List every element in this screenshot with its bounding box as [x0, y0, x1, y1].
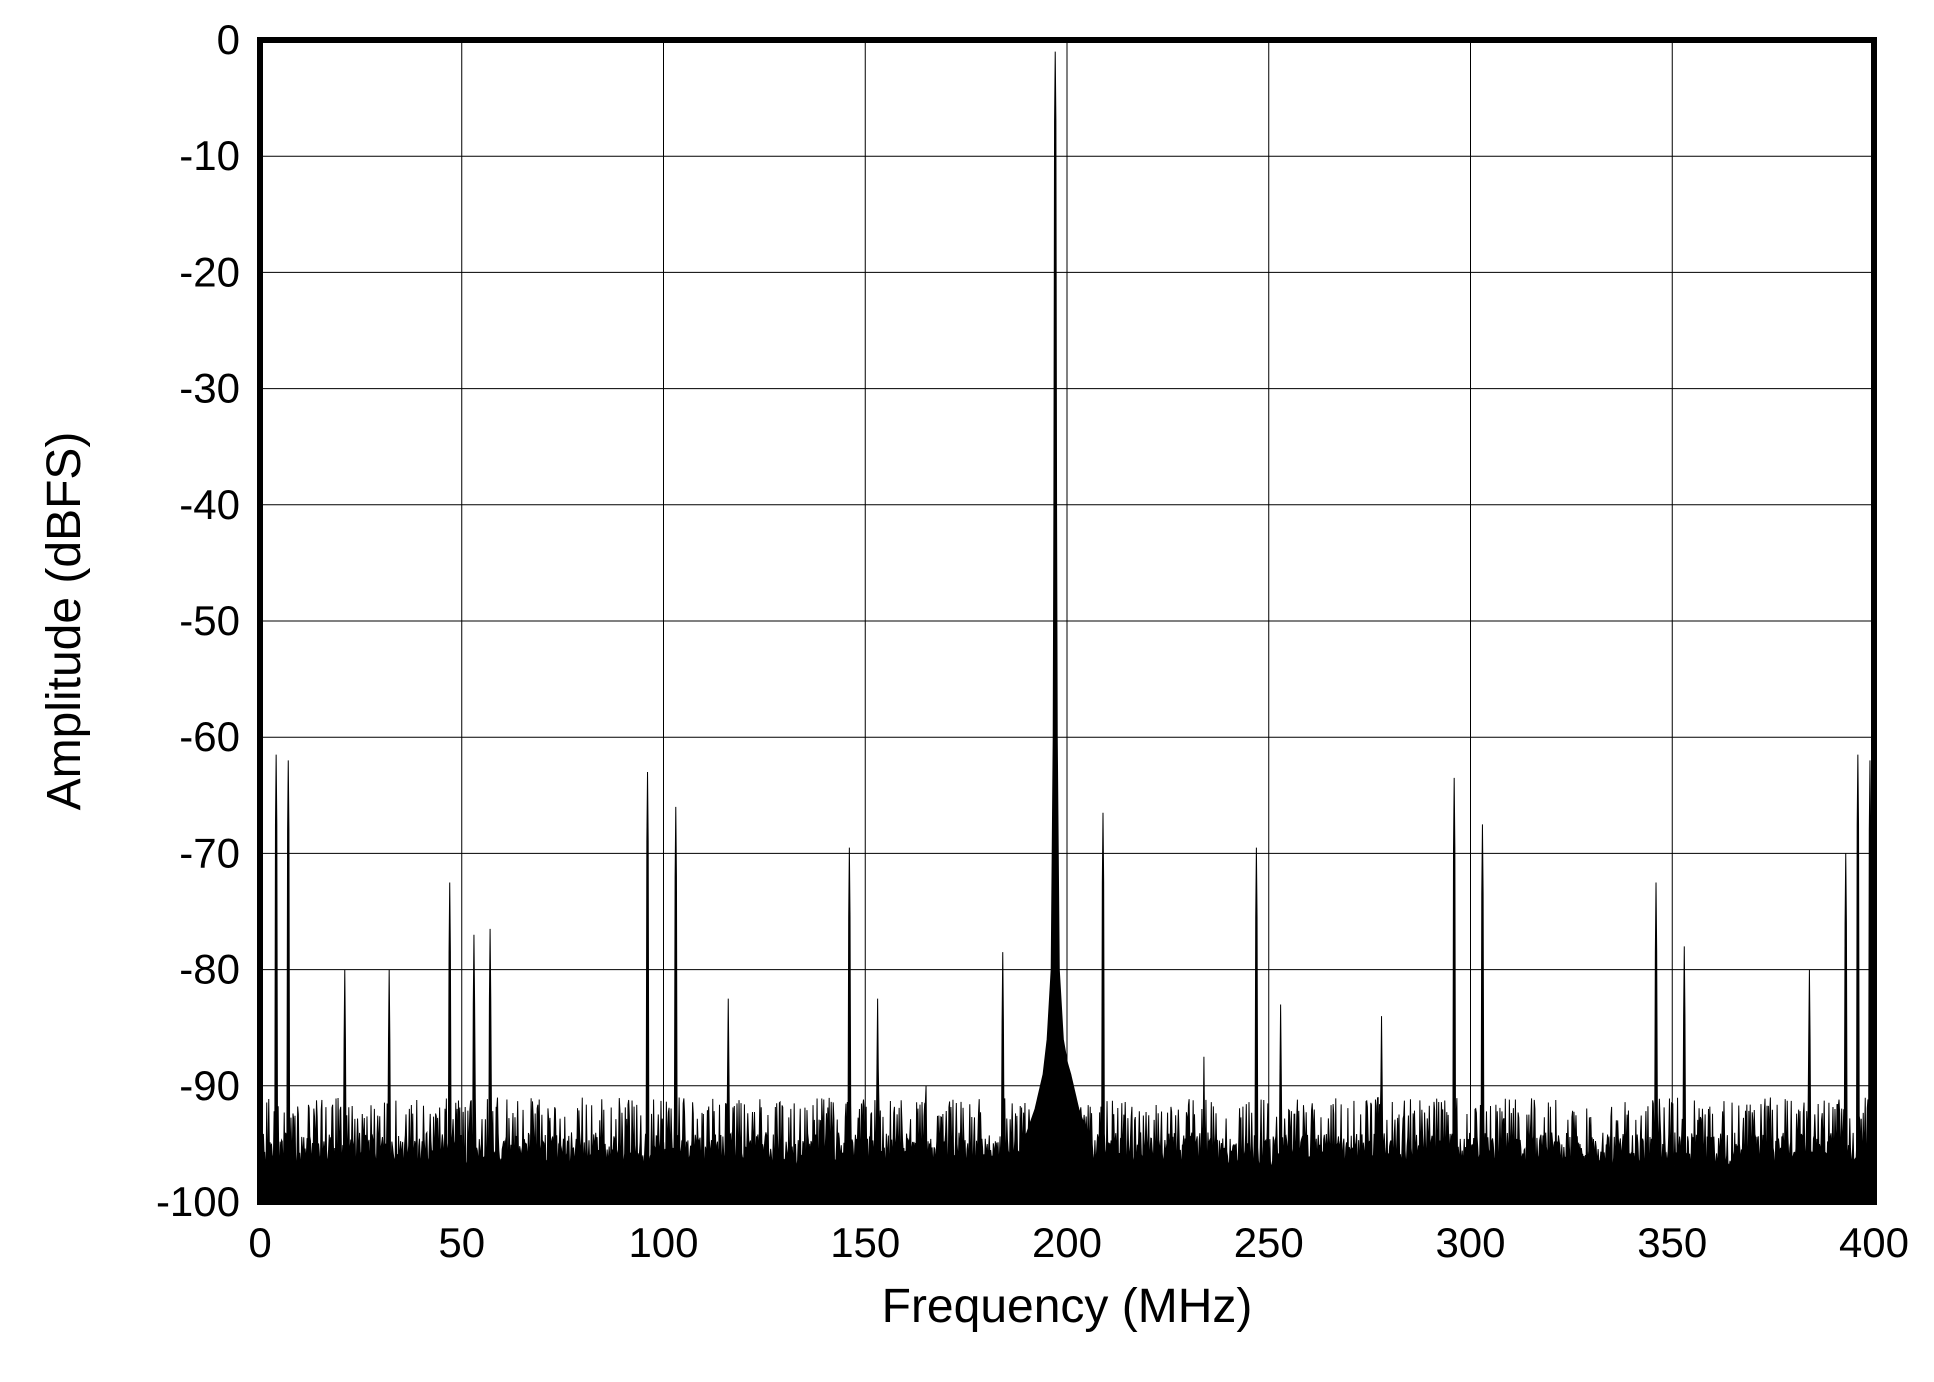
svg-text:50: 50 [438, 1219, 485, 1266]
svg-text:-80: -80 [179, 946, 240, 993]
chart-container: 0 50 100 150 200 250 300 350 400 0 -10 -20 -30 -40 -50… [0, 0, 1934, 1382]
svg-text:100: 100 [628, 1219, 698, 1266]
svg-text:-90: -90 [179, 1062, 240, 1109]
svg-text:400: 400 [1839, 1219, 1909, 1266]
svg-text:-10: -10 [179, 132, 240, 179]
fft-spectrum-chart: 0 50 100 150 200 250 300 350 400 0 -10 -20 -30 -40 -50… [0, 0, 1934, 1382]
svg-text:150: 150 [830, 1219, 900, 1266]
svg-text:300: 300 [1435, 1219, 1505, 1266]
svg-text:-40: -40 [179, 481, 240, 528]
svg-text:-60: -60 [179, 713, 240, 760]
y-axis-label: Amplitude (dBFS) [38, 432, 91, 811]
svg-text:-100: -100 [156, 1178, 240, 1225]
svg-text:-70: -70 [179, 829, 240, 876]
svg-text:200: 200 [1032, 1219, 1102, 1266]
svg-text:-50: -50 [179, 597, 240, 644]
svg-text:0: 0 [248, 1219, 271, 1266]
svg-text:-20: -20 [179, 248, 240, 295]
svg-text:250: 250 [1234, 1219, 1304, 1266]
svg-text:350: 350 [1637, 1219, 1707, 1266]
svg-text:-30: -30 [179, 365, 240, 412]
svg-text:0: 0 [217, 16, 240, 63]
x-axis-label: Frequency (MHz) [882, 1280, 1253, 1333]
